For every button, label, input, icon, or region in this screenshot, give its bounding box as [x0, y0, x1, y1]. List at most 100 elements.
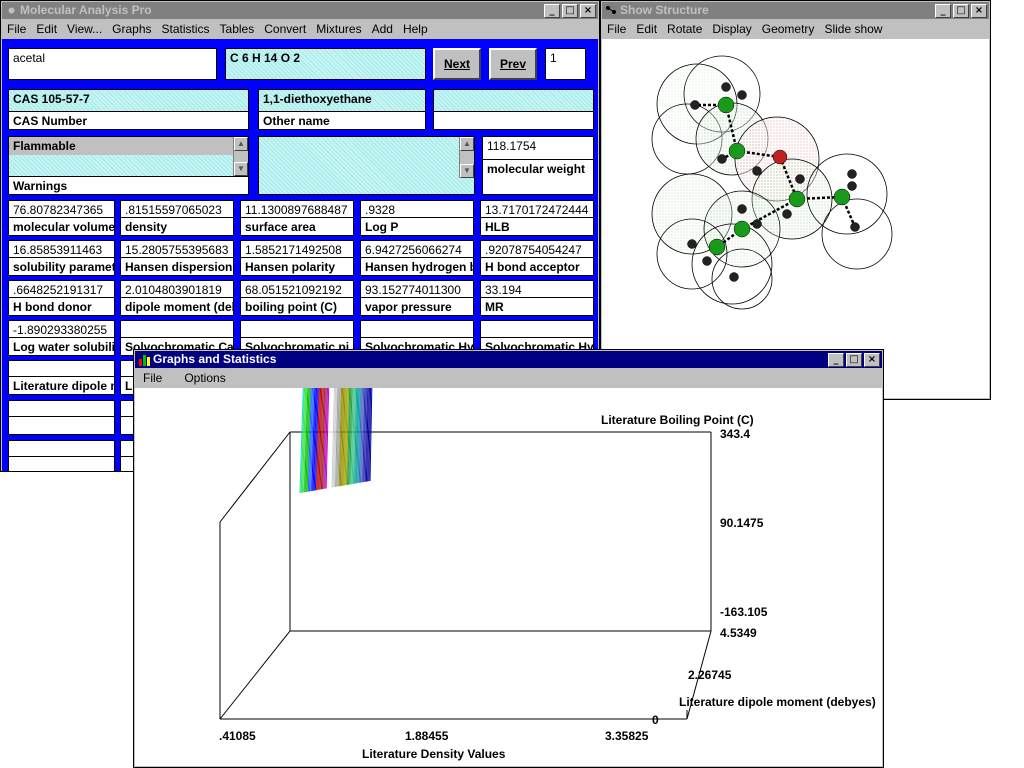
surface-curve — [350, 388, 354, 485]
property-value[interactable]: 6.9427256066274 — [360, 240, 474, 258]
menu-edit[interactable]: Edit — [36, 22, 58, 36]
surface-curve — [345, 388, 349, 486]
warnings-scrollbar[interactable]: ▲ ▼ — [233, 137, 248, 176]
property-value[interactable]: 2.0104803901819 — [120, 280, 234, 298]
menu-options[interactable]: Options — [184, 371, 226, 385]
maximize-button[interactable]: □ — [846, 353, 862, 367]
surface-curve — [358, 388, 362, 483]
property-value[interactable]: 76.80782347365 — [8, 200, 115, 218]
property-value[interactable] — [480, 320, 594, 338]
surface-curve — [332, 388, 337, 488]
scroll-down-icon[interactable]: ▼ — [234, 162, 248, 176]
warnings-field[interactable]: Flammable ▲ ▼ — [8, 136, 249, 177]
menu-file[interactable]: File — [143, 371, 163, 385]
maximize-button[interactable]: □ — [562, 4, 578, 18]
property-label: solubility paramete — [8, 257, 115, 276]
cas-field[interactable]: CAS 105-57-7 — [8, 89, 249, 113]
structure-canvas[interactable] — [602, 39, 989, 398]
property-value[interactable]: -1.890293380255 — [8, 320, 115, 338]
mol-title-text: Molecular Analysis Pro — [20, 3, 152, 17]
y-axis-label: Literature dipole moment (debyes) — [679, 695, 876, 709]
scroll-up-icon[interactable]: ▲ — [460, 137, 474, 151]
molecule-icon — [606, 6, 616, 14]
property-value[interactable]: .6648252191317 — [8, 280, 115, 298]
property-value[interactable]: .92078754054247 — [480, 240, 594, 258]
cas-label: CAS Number — [8, 111, 249, 130]
scroll-down-icon[interactable]: ▼ — [460, 164, 474, 178]
property-value[interactable]: 33.194 — [480, 280, 594, 298]
surface-curve — [331, 388, 335, 488]
menu-help[interactable]: Help — [402, 22, 428, 36]
graphs-title-bar[interactable]: Graphs and Statistics _ □ × — [135, 351, 882, 368]
maximize-button[interactable]: □ — [953, 4, 969, 18]
surface-curve — [343, 388, 347, 486]
menu-convert[interactable]: Convert — [264, 22, 307, 36]
graphs-window: Graphs and Statistics _ □ × File Options — [133, 349, 884, 768]
property-value[interactable]: 16.85853911463 — [8, 240, 115, 258]
z-axis: Literature Boiling Point (C) 343.4 90.14… — [601, 413, 768, 619]
property-value[interactable]: .9328 — [360, 200, 474, 218]
mw-field[interactable]: 118.1754 — [482, 136, 594, 160]
property-value[interactable]: 93.152774011300 — [360, 280, 474, 298]
show-structure-window: Show Structure _ □ × File Edit Rotate Di… — [600, 0, 991, 400]
surface-curve — [365, 388, 369, 482]
mol-title-bar[interactable]: Molecular Analysis Pro _ □ × — [2, 2, 598, 19]
property-label: Log water solubili — [8, 337, 115, 356]
formula-field[interactable]: C 6 H 14 O 2 — [225, 48, 426, 80]
y-tick-bottom: 0 — [652, 713, 659, 727]
surface-curve — [335, 388, 339, 487]
menu-slide-show[interactable]: Slide show — [824, 22, 883, 36]
other-name-field[interactable]: 1,1-diethoxyethane — [258, 89, 426, 113]
menu-graphs[interactable]: Graphs — [112, 22, 152, 36]
minimize-button[interactable]: _ — [935, 4, 951, 18]
menu-display[interactable]: Display — [712, 22, 752, 36]
next-button[interactable]: Next — [433, 48, 481, 80]
surface-curve — [333, 388, 338, 488]
scroll-up-icon[interactable]: ▲ — [234, 137, 248, 151]
surface-curve — [324, 388, 329, 489]
property-value[interactable] — [360, 320, 474, 338]
menu-file[interactable]: File — [607, 22, 627, 36]
warnings2-scrollbar[interactable]: ▲ ▼ — [459, 137, 474, 178]
property-value[interactable] — [120, 320, 234, 338]
record-number-field[interactable]: 1 — [545, 48, 586, 80]
surface-curve — [323, 388, 327, 489]
warnings2-field[interactable]: ▲ ▼ — [258, 136, 475, 195]
property-value[interactable]: 68.051521092192 — [240, 280, 354, 298]
menu-edit[interactable]: Edit — [636, 22, 658, 36]
property-value[interactable]: 13.7170172472444 — [480, 200, 594, 218]
property-label: Hansen hydrogen b — [360, 257, 474, 276]
menu-view[interactable]: View... — [67, 22, 103, 36]
surface-curve — [344, 388, 348, 486]
property-label: H bond donor — [8, 297, 115, 316]
property-value[interactable]: 15.2805755395683 — [120, 240, 234, 258]
menu-tables[interactable]: Tables — [219, 22, 255, 36]
name-field[interactable]: acetal — [8, 48, 217, 80]
menu-geometry[interactable]: Geometry — [761, 22, 815, 36]
lit-dipole-label: Literature dipole m — [8, 376, 115, 395]
property-label: MR — [480, 297, 594, 316]
surface-curve — [362, 388, 366, 483]
close-button[interactable]: × — [580, 4, 596, 18]
menu-mixtures[interactable]: Mixtures — [316, 22, 362, 36]
property-label: surface area — [240, 217, 354, 236]
surface-curve — [369, 388, 373, 482]
property-value[interactable]: .81515597065023 — [120, 200, 234, 218]
menu-file[interactable]: File — [7, 22, 27, 36]
surface-curve — [337, 388, 341, 487]
close-button[interactable]: × — [864, 353, 880, 367]
property-value[interactable]: 1.5852171492508 — [240, 240, 354, 258]
menu-add[interactable]: Add — [371, 22, 393, 36]
extra-field[interactable] — [433, 89, 594, 113]
menu-statistics[interactable]: Statistics — [161, 22, 210, 36]
close-button[interactable]: × — [971, 4, 987, 18]
menu-rotate[interactable]: Rotate — [667, 22, 703, 36]
minimize-button[interactable]: _ — [828, 353, 844, 367]
minimize-button[interactable]: _ — [544, 4, 560, 18]
prev-button[interactable]: Prev — [489, 48, 537, 80]
surface-curve — [367, 388, 370, 482]
property-value[interactable]: 11.1300897688487 — [240, 200, 354, 218]
surface-curve — [330, 388, 334, 488]
structure-title-bar[interactable]: Show Structure _ □ × — [602, 2, 989, 19]
property-value[interactable] — [240, 320, 354, 338]
